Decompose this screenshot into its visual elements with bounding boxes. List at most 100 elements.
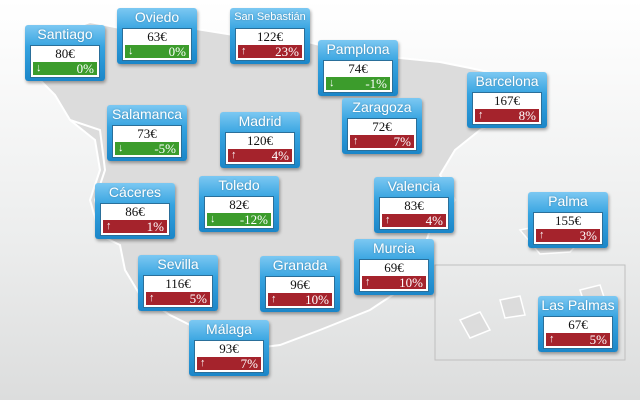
city-name: Zaragoza [352,99,412,115]
arrow-up-icon: ↑ [149,292,155,304]
price-box: 155€ ↑ 3% [533,212,603,245]
city-name: San Sebastián [234,11,306,23]
price-box: 86€ ↑ 1% [100,203,170,236]
city-price: 167€ [494,93,520,108]
arrow-down-icon: ↓ [118,142,124,154]
price-box: 73€ ↓ -5% [112,125,182,158]
city-name: Toledo [218,177,260,193]
arrow-down-icon: ↓ [128,45,134,57]
arrow-up-icon: ↑ [231,149,237,161]
city-change: -5% [154,141,176,156]
city-change: 5% [189,291,207,306]
change-bar: ↑ 1% [103,220,167,233]
city-change: 1% [146,219,164,234]
city-name: Pamplona [326,41,390,57]
city-change: 3% [579,228,597,243]
city-price: 96€ [290,277,310,292]
arrow-up-icon: ↑ [271,293,277,305]
city-change: -12% [239,212,268,227]
change-bar: ↓ 0% [33,62,97,75]
city-card-sevilla: Sevilla 116€ ↑ 5% [138,255,218,311]
city-price: 155€ [555,213,581,228]
city-name: Barcelona [475,73,539,89]
city-change: 5% [589,332,607,347]
city-price: 120€ [247,133,273,148]
change-bar: ↑ 8% [475,109,539,122]
city-name: Las Palmas [541,297,615,313]
city-card-las-palmas: Las Palmas 67€ ↑ 5% [538,296,618,352]
city-card-pamplona: Pamplona 74€ ↓ -1% [318,40,398,96]
city-name: Málaga [206,321,252,337]
city-name: Santiago [37,26,93,42]
city-name: Palma [548,193,588,209]
change-bar: ↑ 10% [362,276,426,289]
change-bar: ↓ 0% [125,45,189,58]
city-name: Valencia [387,178,441,194]
canary-islands-inset [434,264,626,361]
city-change: 10% [305,292,329,307]
city-card-zaragoza: Zaragoza 72€ ↑ 7% [342,98,422,154]
city-change: 4% [271,148,289,163]
city-change: 4% [425,213,443,228]
change-bar: ↑ 10% [268,293,332,306]
arrow-up-icon: ↑ [539,229,545,241]
city-price: 63€ [147,29,167,44]
arrow-up-icon: ↑ [385,214,391,226]
city-card-santiago: Santiago 80€ ↓ 0% [25,25,105,81]
city-price: 69€ [384,260,404,275]
price-box: 74€ ↓ -1% [323,60,393,93]
city-name: Sevilla [157,256,199,272]
city-card-toledo: Toledo 82€ ↓ -12% [199,176,279,232]
price-box: 116€ ↑ 5% [143,275,213,308]
city-name: Madrid [238,113,282,129]
change-bar: ↑ 7% [350,135,414,148]
city-change: 8% [518,108,536,123]
arrow-down-icon: ↓ [329,77,335,89]
city-card-madrid: Madrid 120€ ↑ 4% [220,112,300,168]
city-change: -1% [365,76,387,91]
arrow-up-icon: ↑ [241,45,247,57]
city-card-san-sebastian: San Sebastián 122€ ↑ 23% [230,8,310,64]
price-box: 96€ ↑ 10% [265,276,335,309]
city-card-murcia: Murcia 69€ ↑ 10% [354,239,434,295]
arrow-up-icon: ↑ [549,333,555,345]
city-card-barcelona: Barcelona 167€ ↑ 8% [467,72,547,128]
price-box: 93€ ↑ 7% [194,340,264,373]
city-name: Murcia [372,240,415,256]
arrow-up-icon: ↑ [200,357,206,369]
city-card-malaga: Málaga 93€ ↑ 7% [189,320,269,376]
city-change: 0% [168,44,186,59]
city-price: 93€ [219,341,239,356]
city-change: 7% [240,356,258,371]
arrow-up-icon: ↑ [106,220,112,232]
city-card-valencia: Valencia 83€ ↑ 4% [374,177,454,233]
city-price: 116€ [165,276,191,291]
price-box: 122€ ↑ 23% [235,28,305,61]
city-change: 0% [76,61,94,76]
city-name: Salamanca [111,106,183,122]
change-bar: ↑ 5% [146,292,210,305]
change-bar: ↑ 4% [382,214,446,227]
arrow-up-icon: ↑ [478,109,484,121]
price-box: 69€ ↑ 10% [359,259,429,292]
price-box: 83€ ↑ 4% [379,197,449,230]
change-bar: ↑ 4% [228,149,292,162]
city-change: 7% [393,134,411,149]
city-price: 67€ [568,317,588,332]
price-box: 72€ ↑ 7% [347,118,417,151]
price-box: 80€ ↓ 0% [30,45,100,78]
change-bar: ↑ 3% [536,229,600,242]
arrow-down-icon: ↓ [36,62,42,74]
change-bar: ↓ -12% [207,213,271,226]
price-box: 67€ ↑ 5% [543,316,613,349]
city-card-salamanca: Salamanca 73€ ↓ -5% [107,105,187,161]
change-bar: ↑ 5% [546,333,610,346]
city-card-oviedo: Oviedo 63€ ↓ 0% [117,8,197,64]
arrow-up-icon: ↑ [353,135,359,147]
city-name: Granada [272,257,328,273]
arrow-down-icon: ↓ [210,213,216,225]
city-price: 83€ [404,198,424,213]
change-bar: ↓ -5% [115,142,179,155]
city-price: 122€ [257,29,283,44]
city-card-granada: Granada 96€ ↑ 10% [260,256,340,312]
